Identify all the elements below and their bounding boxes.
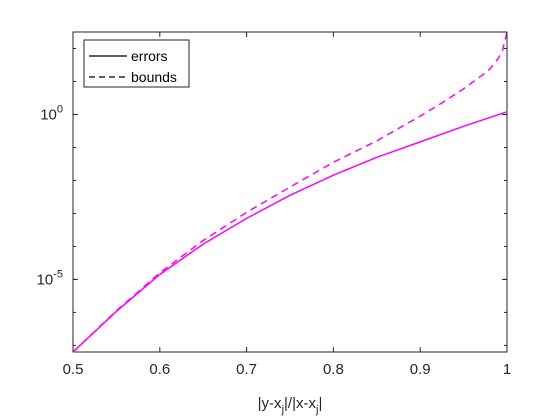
legend-label-errors: errors [131, 48, 168, 64]
series-line-errors [72, 111, 508, 353]
x-axis-label: |y-xj|/|x-xj| [258, 395, 323, 416]
series-layer [72, 31, 508, 353]
legend-label-bounds: bounds [131, 69, 177, 85]
y-tick-label: 100 [40, 103, 63, 123]
series-line-bounds [72, 31, 508, 353]
y-tick-label: 10-5 [37, 268, 63, 288]
x-tick-label: 0.7 [236, 361, 257, 378]
x-tick-label: 1 [503, 361, 511, 378]
legend: errors bounds [83, 39, 190, 88]
tick-layer: 0.5 0.6 0.7 0.8 0.9 1 100 10-5 [37, 32, 511, 378]
x-tick-label: 0.6 [149, 361, 170, 378]
x-tick-label: 0.9 [410, 361, 431, 378]
x-tick-label: 0.5 [63, 361, 84, 378]
legend-box [83, 39, 190, 88]
x-tick-label: 0.8 [323, 361, 344, 378]
